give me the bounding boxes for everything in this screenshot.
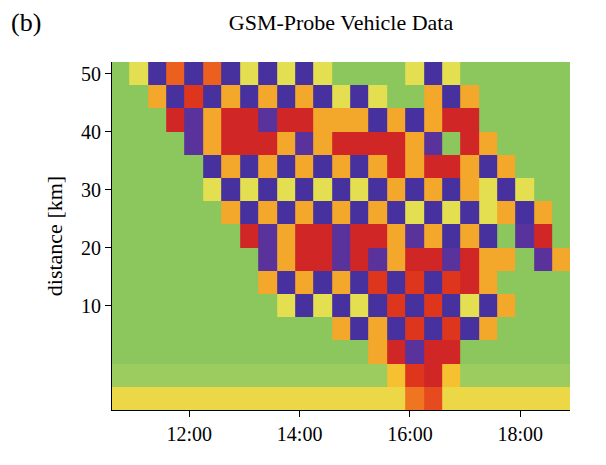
svg-text:18:00: 18:00: [498, 423, 544, 445]
svg-text:20: 20: [81, 237, 101, 259]
svg-text:12:00: 12:00: [166, 423, 212, 445]
svg-text:30: 30: [81, 179, 101, 201]
svg-text:14:00: 14:00: [277, 423, 323, 445]
svg-text:50: 50: [81, 63, 101, 85]
svg-text:(b): (b): [11, 8, 41, 37]
svg-text:40: 40: [81, 121, 101, 143]
svg-text:16:00: 16:00: [387, 423, 433, 445]
svg-text:10: 10: [81, 295, 101, 317]
svg-text:distance [km]: distance [km]: [42, 176, 67, 296]
svg-text:GSM-Probe Vehicle Data: GSM-Probe Vehicle Data: [229, 10, 454, 35]
